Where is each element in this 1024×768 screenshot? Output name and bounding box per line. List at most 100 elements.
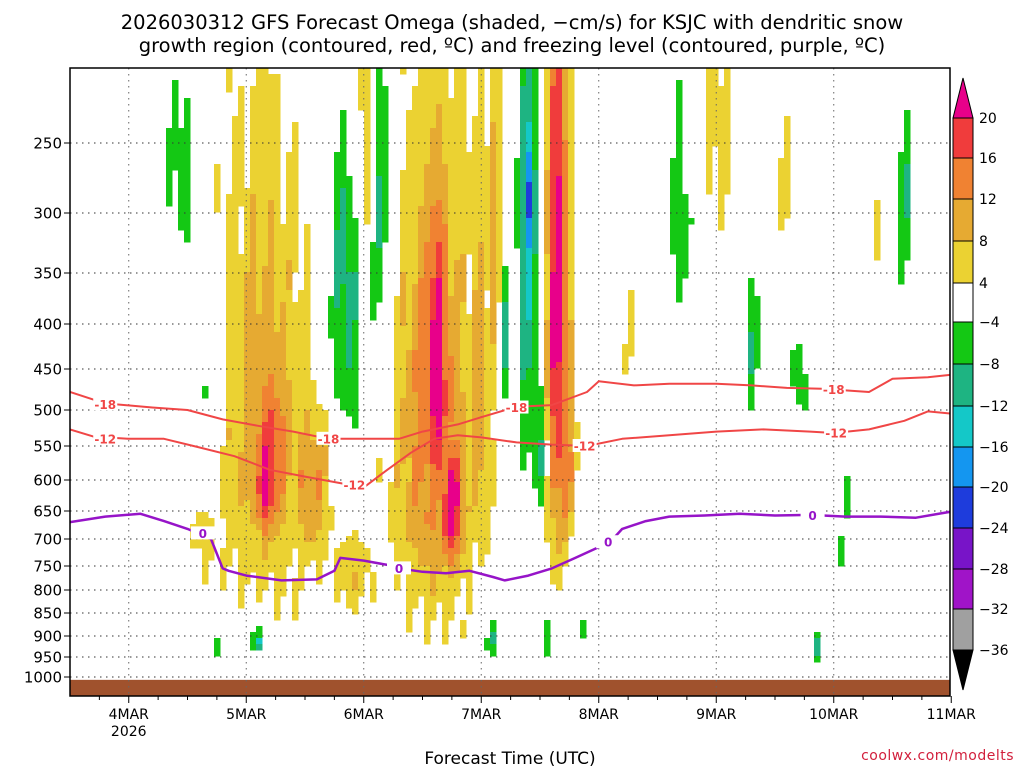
omega-cell <box>262 452 269 459</box>
omega-cell <box>304 356 311 363</box>
omega-cell <box>748 314 755 321</box>
omega-cell <box>412 440 419 447</box>
contour-label: -18 <box>823 383 845 397</box>
omega-cell <box>424 356 431 363</box>
omega-cell <box>232 380 239 387</box>
omega-cell <box>394 548 401 555</box>
omega-cell <box>436 134 443 141</box>
omega-cell <box>670 248 677 255</box>
omega-cell <box>412 506 419 513</box>
omega-cell <box>574 452 581 459</box>
omega-cell <box>532 104 539 111</box>
omega-cell <box>406 416 413 423</box>
omega-cell <box>376 218 383 225</box>
omega-cell <box>340 272 347 279</box>
omega-cell <box>268 410 275 417</box>
omega-cell <box>532 374 539 381</box>
omega-cell <box>436 206 443 213</box>
omega-cell <box>256 146 263 153</box>
omega-cell <box>544 374 551 381</box>
omega-cell <box>178 224 185 231</box>
omega-cell <box>460 122 467 129</box>
omega-cell <box>226 236 233 243</box>
omega-cell <box>244 470 251 477</box>
omega-cell <box>556 338 563 345</box>
omega-cell <box>226 518 233 525</box>
omega-cell <box>490 212 497 219</box>
omega-cell <box>382 188 389 195</box>
omega-cell <box>466 590 473 597</box>
omega-cell <box>262 392 269 399</box>
omega-cell <box>358 560 365 567</box>
omega-cell <box>478 146 485 153</box>
omega-cell <box>316 512 323 519</box>
omega-cell <box>400 416 407 423</box>
omega-cell <box>232 434 239 441</box>
omega-cell <box>418 68 425 75</box>
omega-cell <box>256 152 263 159</box>
omega-cell <box>244 404 251 411</box>
omega-cell <box>490 452 497 459</box>
omega-cell <box>442 488 449 495</box>
omega-cell <box>256 380 263 387</box>
omega-cell <box>490 638 497 645</box>
omega-cell <box>376 200 383 207</box>
omega-cell <box>454 266 461 273</box>
omega-cell <box>376 146 383 153</box>
omega-cell <box>328 518 335 525</box>
omega-cell <box>322 482 329 489</box>
omega-cell <box>532 338 539 345</box>
omega-cell <box>238 266 245 273</box>
omega-cell <box>376 464 383 471</box>
omega-cell <box>454 206 461 213</box>
omega-cell <box>346 578 353 585</box>
omega-cell <box>274 488 281 495</box>
omega-cell <box>496 134 503 141</box>
omega-cell <box>238 542 245 549</box>
omega-cell <box>562 86 569 93</box>
omega-cell <box>352 272 359 279</box>
omega-cell <box>292 122 299 129</box>
omega-cell <box>532 230 539 237</box>
omega-cell <box>274 518 281 525</box>
omega-cell <box>226 212 233 219</box>
omega-cell <box>418 278 425 285</box>
omega-cell <box>670 170 677 177</box>
omega-cell <box>436 188 443 195</box>
omega-cell <box>250 512 257 519</box>
omega-cell <box>904 146 911 153</box>
omega-cell <box>292 494 299 501</box>
omega-cell <box>364 86 371 93</box>
omega-cell <box>412 404 419 411</box>
colorbar-label: 12 <box>979 192 997 208</box>
omega-cell <box>400 278 407 285</box>
omega-cell <box>418 440 425 447</box>
omega-cell <box>628 296 635 303</box>
omega-cell <box>334 320 341 327</box>
omega-cell <box>556 584 563 591</box>
omega-cell <box>304 458 311 465</box>
omega-cell <box>250 410 257 417</box>
omega-cell <box>220 512 227 519</box>
omega-cell <box>472 320 479 327</box>
omega-cell <box>340 338 347 345</box>
omega-cell <box>334 368 341 375</box>
omega-cell <box>346 392 353 399</box>
omega-cell <box>286 500 293 507</box>
omega-cell <box>292 380 299 387</box>
omega-cell <box>298 470 305 477</box>
omega-cell <box>268 386 275 393</box>
y-tick-label: 450 <box>33 361 62 379</box>
omega-cell <box>238 374 245 381</box>
omega-cell <box>556 422 563 429</box>
omega-cell <box>454 86 461 93</box>
omega-cell <box>412 554 419 561</box>
y-tick-label: 1000 <box>24 669 62 687</box>
omega-cell <box>556 506 563 513</box>
omega-cell <box>454 368 461 375</box>
omega-cell <box>454 164 461 171</box>
contour-label-bg <box>190 526 215 540</box>
omega-cell <box>286 464 293 471</box>
omega-cell <box>460 356 467 363</box>
omega-cell <box>424 116 431 123</box>
